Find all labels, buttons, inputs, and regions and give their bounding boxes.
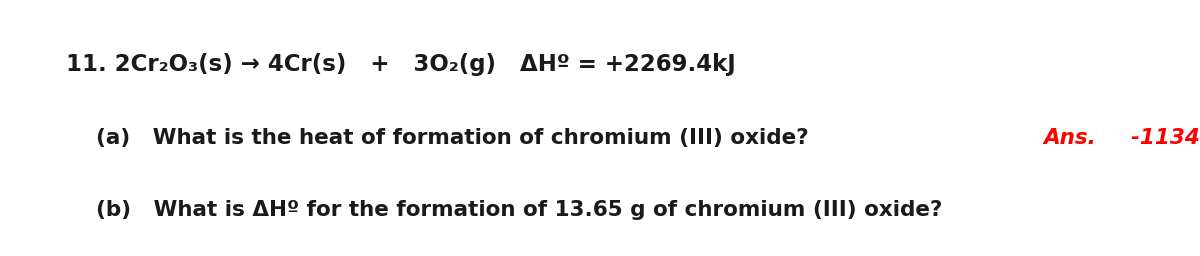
Text: Ans.: Ans. <box>1044 128 1111 148</box>
Text: 11. 2Cr₂O₃(s) → 4Cr(s)   +   3O₂(g)   ΔHº = +2269.4kJ: 11. 2Cr₂O₃(s) → 4Cr(s) + 3O₂(g) ΔHº = +2… <box>66 52 736 76</box>
Text: (b)   What is ΔHº for the formation of 13.65 g of chromium (III) oxide?: (b) What is ΔHº for the formation of 13.… <box>66 200 958 220</box>
Text: -1134.7 kJ: -1134.7 kJ <box>1132 128 1200 148</box>
Text: (a)   What is the heat of formation of chromium (III) oxide?: (a) What is the heat of formation of chr… <box>66 128 823 148</box>
